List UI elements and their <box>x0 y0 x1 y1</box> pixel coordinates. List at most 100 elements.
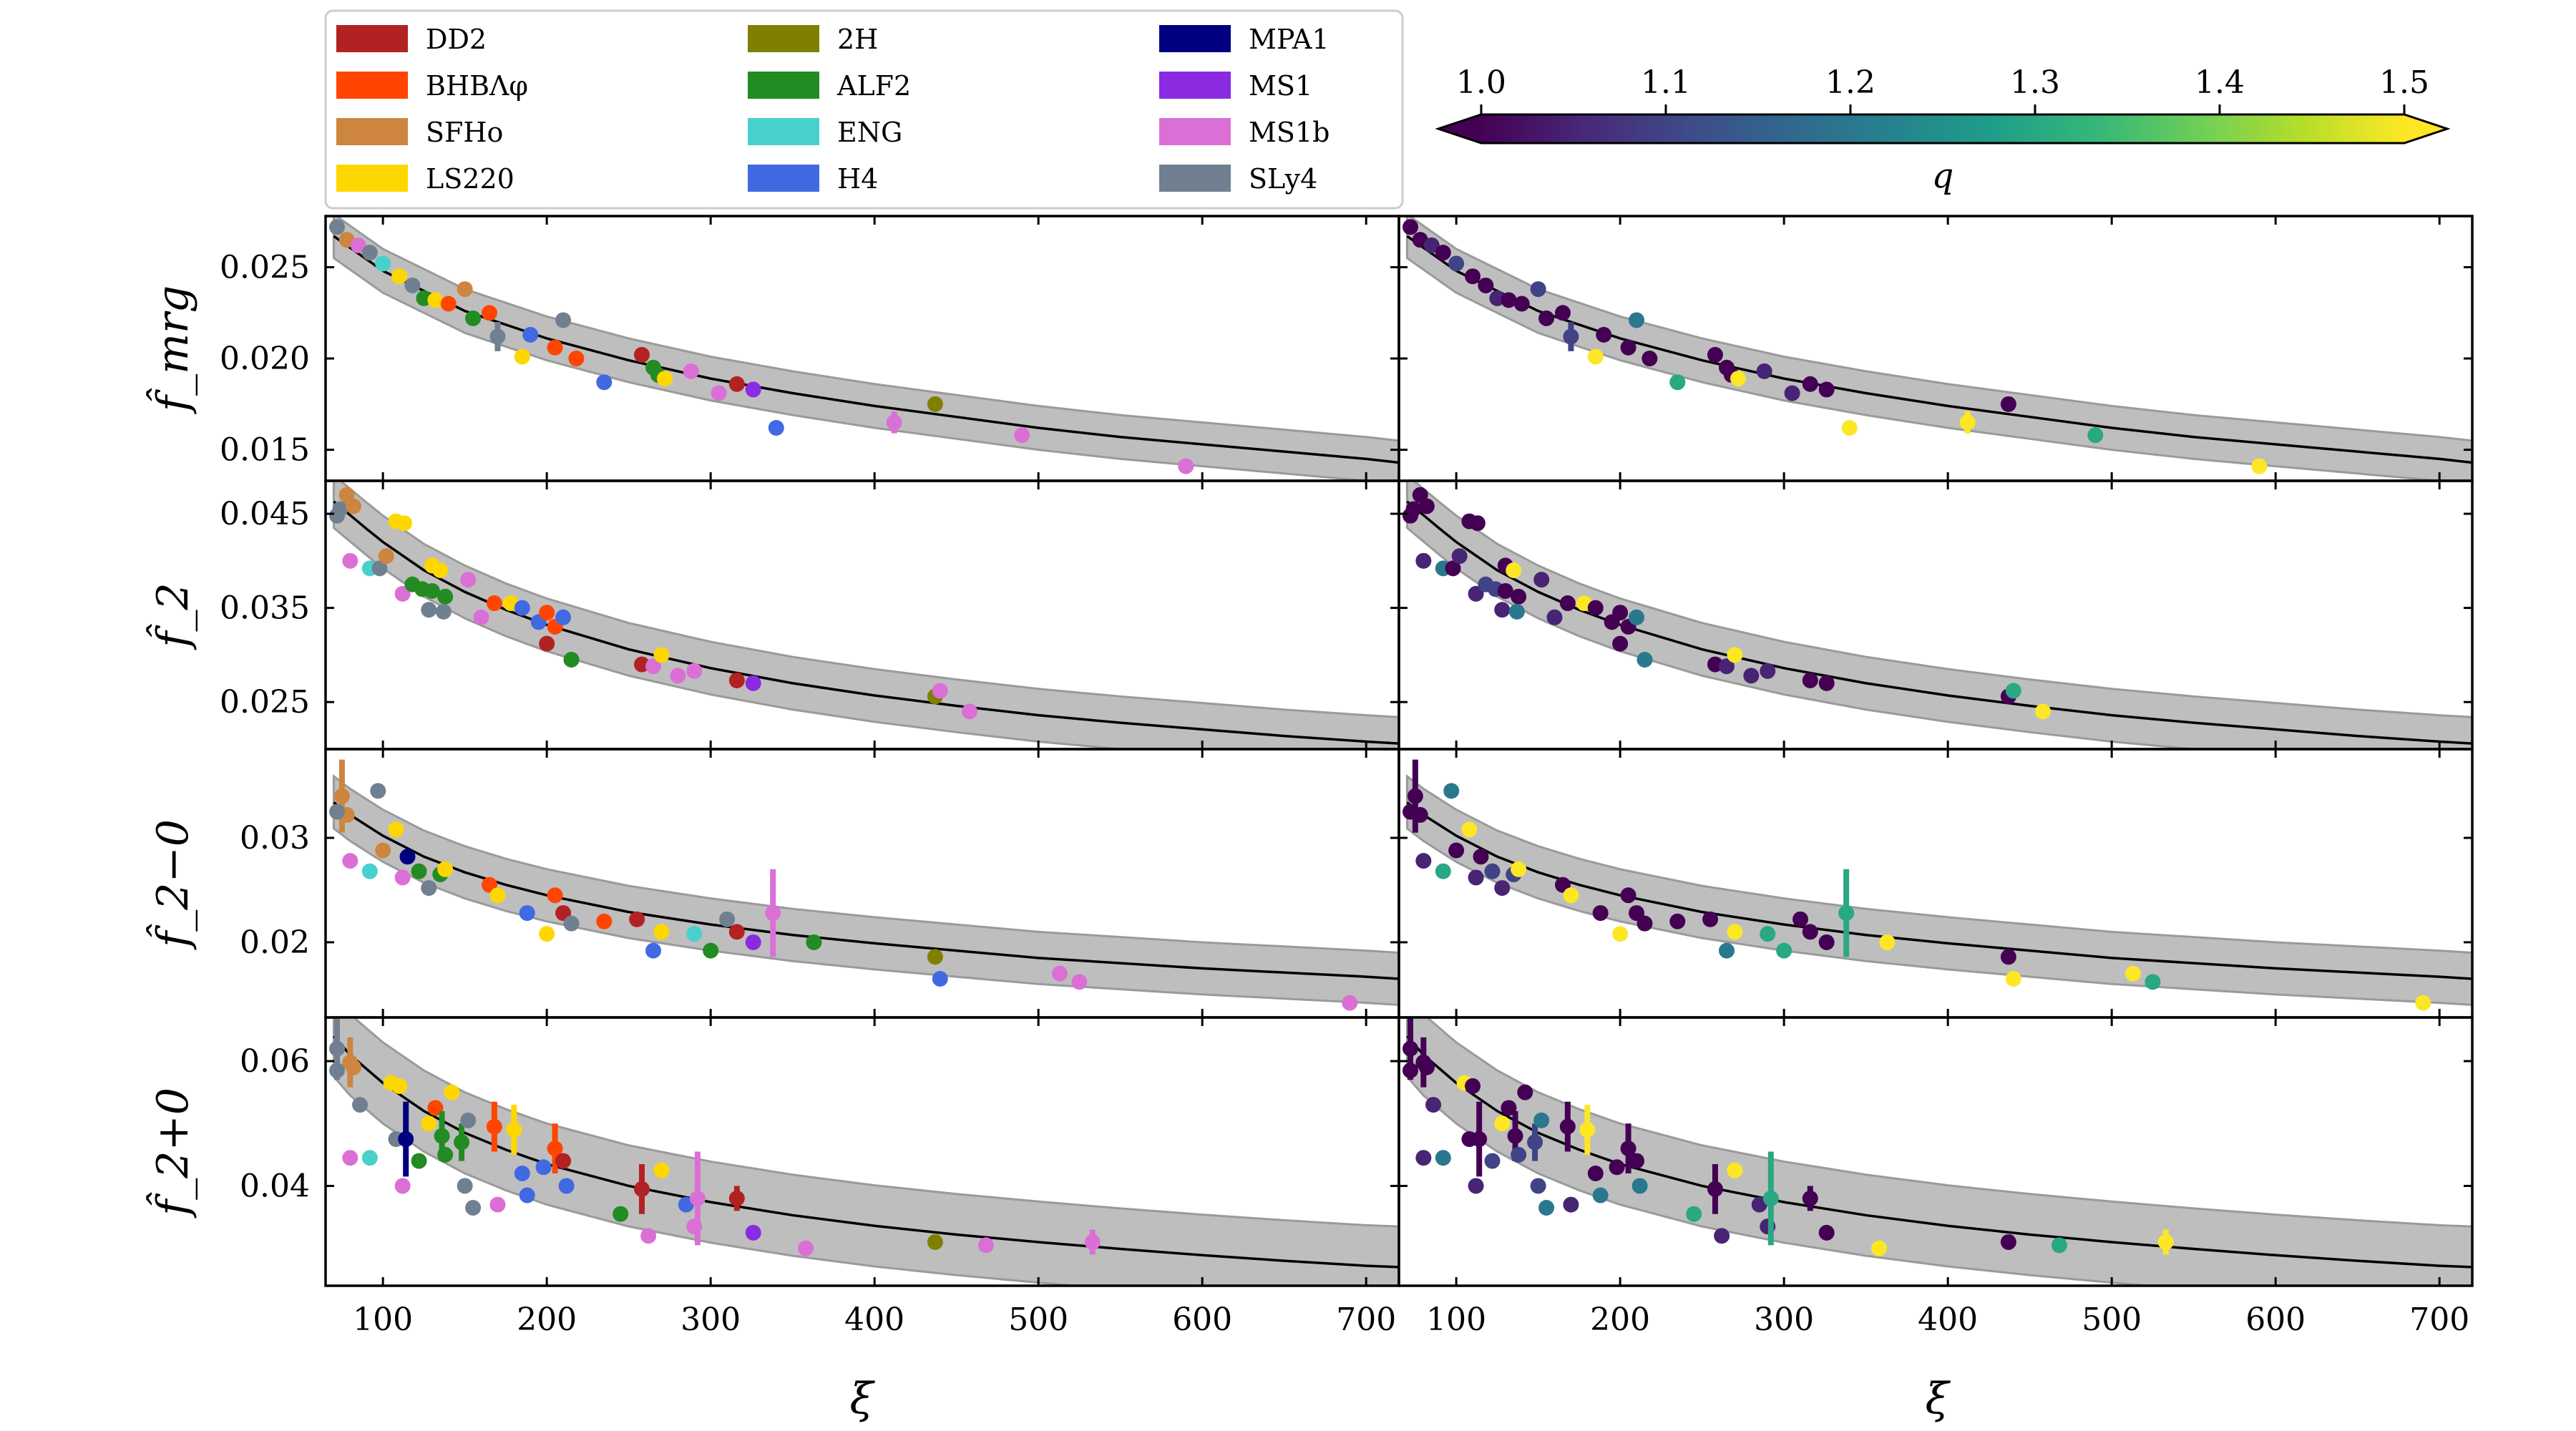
uncertainty-band <box>1405 481 2472 749</box>
data-point <box>371 560 388 577</box>
legend-swatch <box>1159 25 1231 52</box>
data-point <box>1802 924 1818 940</box>
data-point <box>1776 942 1792 959</box>
data-point <box>1802 672 1818 688</box>
data-point <box>1530 1178 1546 1194</box>
data-point <box>460 572 477 588</box>
data-point <box>411 863 427 879</box>
legend-label: LS220 <box>426 163 514 195</box>
data-point <box>1760 926 1776 942</box>
data-point <box>437 1146 454 1163</box>
data-point <box>482 305 498 321</box>
data-point <box>728 924 745 940</box>
legend-swatch <box>1159 165 1231 192</box>
data-point <box>1484 1153 1501 1169</box>
legend-swatch <box>748 72 819 99</box>
legend-label: SLy4 <box>1249 163 1317 195</box>
data-point <box>555 609 572 625</box>
data-point <box>1511 1146 1527 1163</box>
x-axis-label-right: ξ <box>1925 1374 1951 1424</box>
colorbar-tick-label: 1.2 <box>1825 64 1875 101</box>
data-point <box>962 703 977 720</box>
data-point <box>1465 1078 1481 1094</box>
data-point <box>2000 396 2016 412</box>
data-point <box>1555 305 1571 321</box>
data-point <box>689 1190 706 1206</box>
data-point <box>352 1097 369 1113</box>
data-point <box>391 268 408 285</box>
data-point <box>1468 869 1484 886</box>
data-point <box>1448 842 1465 859</box>
data-point <box>1511 861 1527 877</box>
data-point <box>1506 562 1522 578</box>
data-point <box>1014 427 1030 444</box>
colorbar-tick-label: 1.5 <box>2379 64 2429 101</box>
data-point <box>547 887 563 904</box>
x-tick-label: 500 <box>2082 1301 2142 1338</box>
data-point <box>596 374 613 391</box>
data-point <box>1527 1134 1543 1151</box>
data-point <box>1402 804 1419 820</box>
y-tick-label: 0.02 <box>240 924 310 961</box>
data-point <box>1530 281 1546 298</box>
data-point <box>640 1228 657 1244</box>
data-point <box>435 603 452 620</box>
data-point <box>670 668 686 684</box>
y-axis-label: f̂_2 <box>146 582 198 650</box>
data-point <box>703 942 719 959</box>
data-point <box>1563 887 1579 904</box>
legend-label: ALF2 <box>836 70 911 102</box>
data-point <box>1546 609 1563 625</box>
uncertainty-band <box>332 773 1399 1006</box>
panel-1-0: 0.045 0.035 0.025 f̂_2 <box>146 479 1400 751</box>
data-point <box>1484 863 1501 879</box>
y-tick-label: 0.03 <box>240 820 310 856</box>
data-point <box>977 1237 994 1254</box>
data-point <box>657 371 673 387</box>
data-point <box>391 1078 408 1094</box>
data-point <box>329 1063 346 1079</box>
data-point <box>522 326 539 343</box>
y-tick-label: 0.035 <box>220 590 310 627</box>
data-point <box>1641 351 1658 367</box>
data-point <box>1702 911 1719 927</box>
data-point <box>1612 635 1629 652</box>
data-point <box>519 905 535 922</box>
data-point <box>1559 595 1576 612</box>
data-point <box>333 788 350 804</box>
data-point <box>1471 1131 1488 1148</box>
x-tick-label: 400 <box>844 1301 904 1338</box>
data-point <box>927 1234 943 1250</box>
data-point <box>886 414 902 431</box>
legend-swatch <box>1159 72 1231 99</box>
data-point <box>1563 1196 1579 1213</box>
data-point <box>1587 600 1604 616</box>
data-point <box>1818 1224 1835 1241</box>
data-point <box>683 363 699 379</box>
data-point <box>1051 965 1068 982</box>
data-point <box>719 911 736 927</box>
data-point <box>329 804 346 820</box>
data-point <box>434 1128 450 1144</box>
legend-label: 2H <box>837 24 878 55</box>
uncertainty-band <box>1405 216 2472 481</box>
colorbar-extend-high <box>2404 114 2447 143</box>
data-point <box>361 245 378 261</box>
data-point <box>678 1196 694 1213</box>
data-point <box>1818 675 1835 691</box>
data-point <box>1507 1128 1523 1144</box>
data-point <box>329 219 346 235</box>
data-point <box>2000 1234 2016 1250</box>
data-point <box>1415 1150 1432 1166</box>
data-point <box>555 1153 572 1169</box>
data-point <box>1631 1178 1648 1194</box>
data-point <box>465 1199 482 1216</box>
legend-label: MS1 <box>1249 70 1312 102</box>
data-point <box>1494 880 1511 897</box>
colorbar-label: q <box>1932 156 1954 196</box>
data-point <box>1727 1162 1743 1178</box>
data-point <box>1587 348 1604 365</box>
data-point <box>2005 683 2021 699</box>
data-point <box>1707 346 1723 363</box>
data-point <box>514 1166 530 1182</box>
